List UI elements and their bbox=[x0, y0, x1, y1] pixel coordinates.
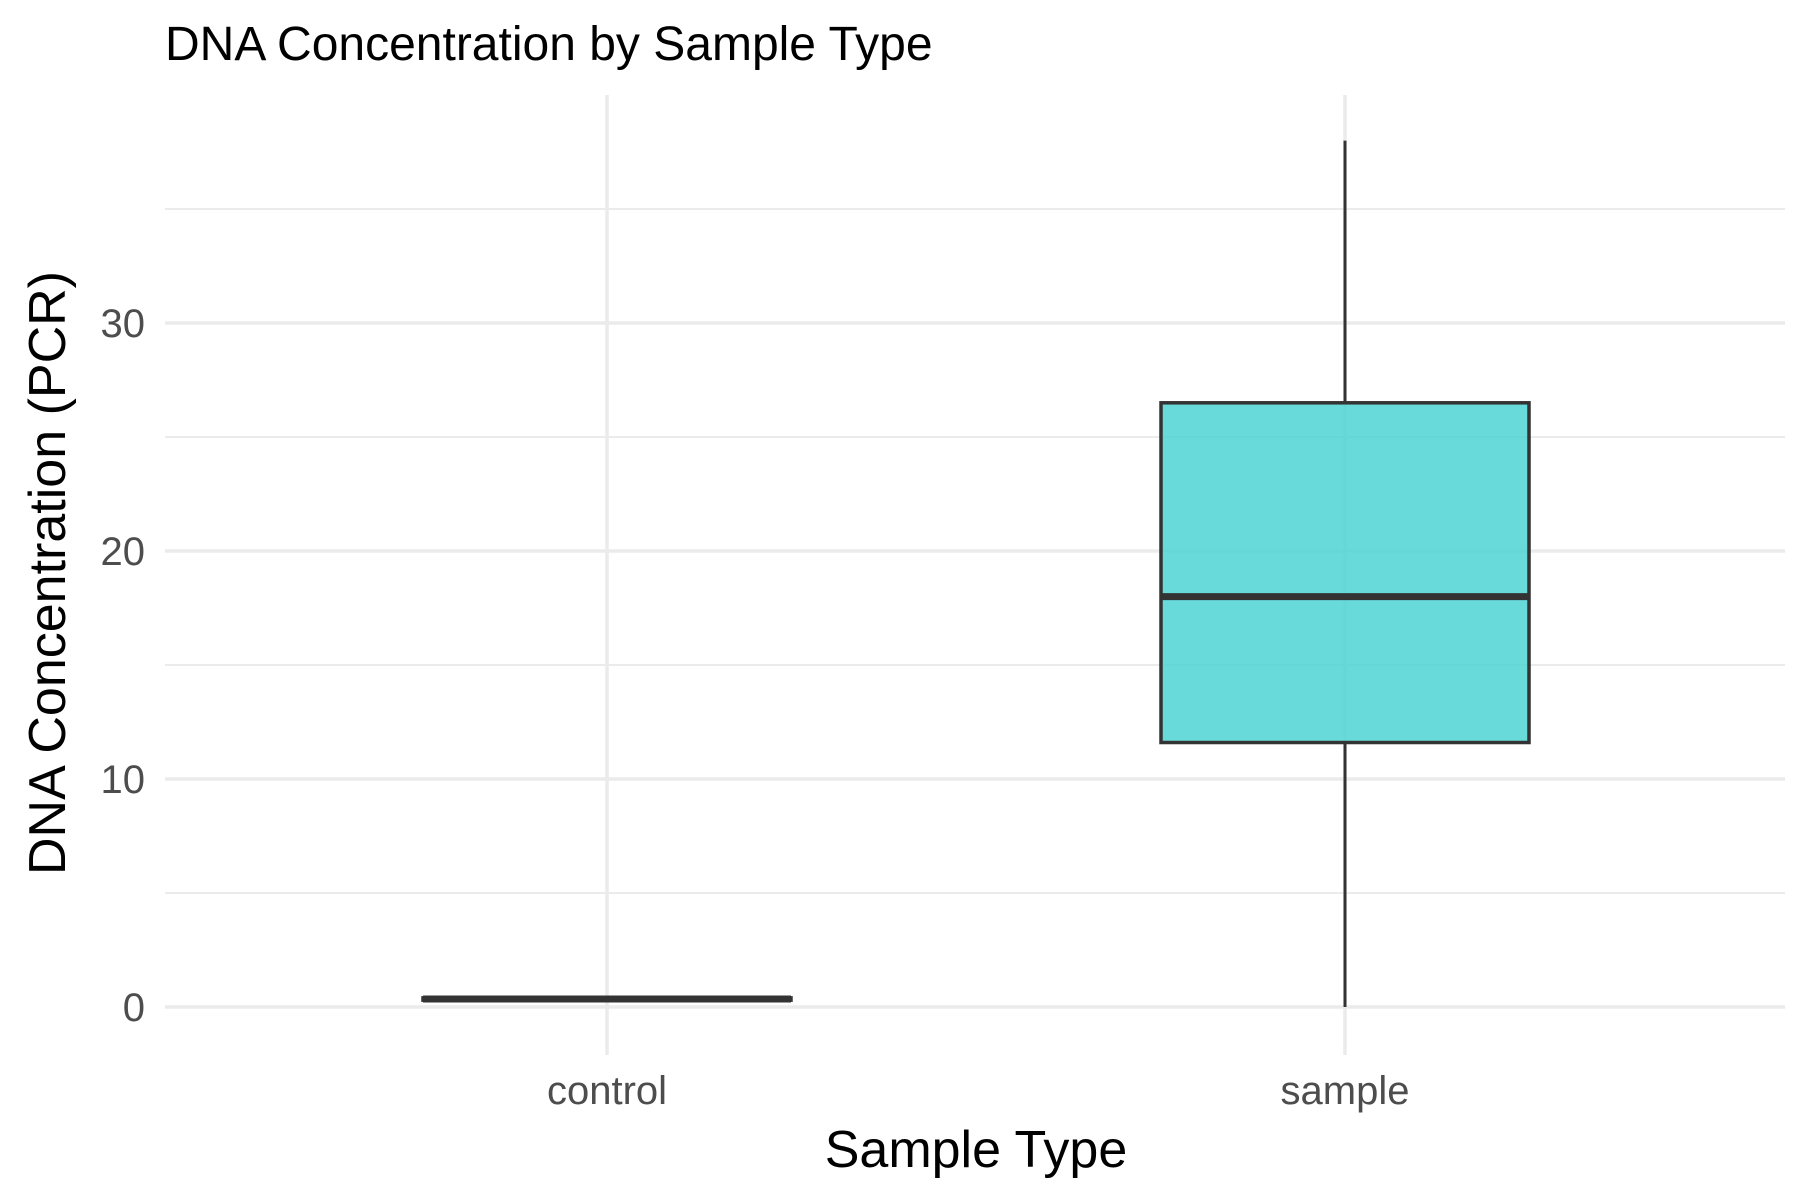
y-axis-title: DNA Concentration (PCR) bbox=[19, 271, 77, 875]
y-tick-label: 20 bbox=[101, 530, 146, 574]
chart-title: DNA Concentration by Sample Type bbox=[165, 18, 933, 71]
x-tick-label: control bbox=[547, 1069, 667, 1113]
x-axis-title: Sample Type bbox=[825, 1121, 1128, 1179]
y-tick-label: 30 bbox=[101, 302, 146, 346]
box-layer bbox=[421, 140, 1531, 1007]
tick-layer: 0 10 20 30 control sample bbox=[101, 302, 1410, 1113]
box-body bbox=[1159, 401, 1531, 745]
grid-layer bbox=[165, 95, 1785, 1055]
x-tick-label: sample bbox=[1281, 1069, 1410, 1113]
y-tick-label: 0 bbox=[123, 986, 145, 1030]
y-tick-label: 10 bbox=[101, 758, 146, 802]
